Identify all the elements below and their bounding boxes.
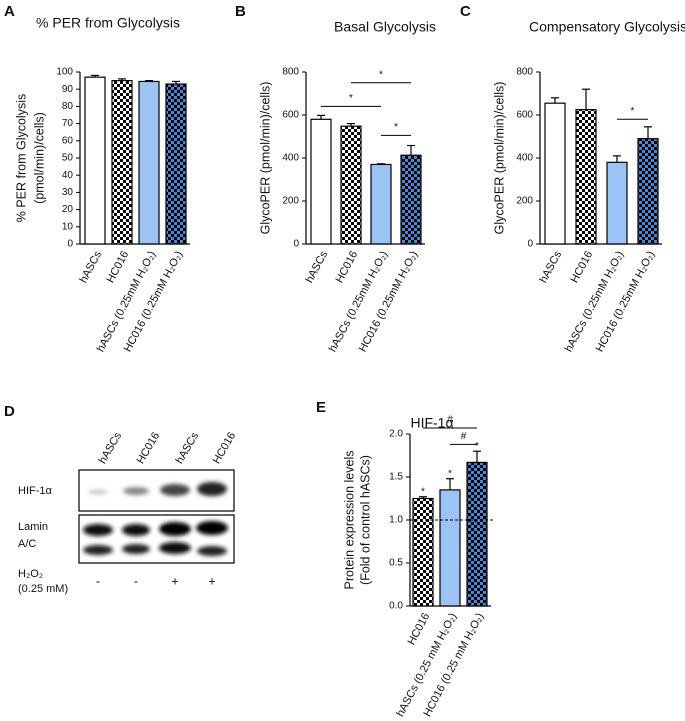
x-tick-label: HC016 [334, 249, 361, 285]
x-tick-label: HC016 (0.25mM H₂O₂) [357, 249, 420, 354]
lane-label: hASCs [97, 430, 125, 466]
y-axis-label: Protein expression levels [342, 451, 356, 590]
panel-letter: A [4, 3, 15, 20]
significance-label: * [631, 106, 635, 117]
y-tick-label: 30 [62, 187, 74, 198]
y-tick-label: 100 [56, 67, 73, 78]
treatment-label: (0.25 mM) [18, 583, 68, 595]
chart-title: HIF-1α [410, 415, 453, 431]
treatment-sign: + [171, 574, 178, 588]
lane-label: HC016 [135, 430, 163, 466]
y-tick-label: 800 [516, 67, 533, 78]
lamin-bands [83, 521, 228, 556]
hif-bands [88, 482, 227, 496]
bar [544, 102, 566, 245]
treatment-sign: - [96, 574, 100, 588]
bar [84, 76, 106, 245]
x-tick-label: HC016 (0.25mM H₂O₂) [594, 249, 657, 354]
y-tick-label: 0 [527, 239, 533, 250]
y-tick-label: 60 [62, 135, 74, 146]
bar [412, 497, 434, 607]
x-tick-label: HC016 [105, 249, 132, 285]
treatment-sign: - [134, 574, 138, 588]
significance-label: * [379, 69, 383, 80]
y-tick-label: 400 [282, 153, 299, 164]
x-tick-label: hASCs (0.25mM H₂O₂) [563, 249, 626, 354]
y-tick-label: 20 [62, 204, 74, 215]
x-tick-label: hASCs [78, 249, 105, 285]
row-label: A/C [18, 538, 36, 550]
row-label: Lamin [18, 521, 48, 533]
y-tick-label: 0.0 [389, 601, 403, 612]
y-axis-label: (pmol/min)/cells) [32, 112, 46, 204]
y-axis-label: GlycoPER (pmol/min)/cells) [258, 82, 272, 235]
bar-annotation: * [448, 468, 452, 479]
y-tick-label: 50 [62, 153, 74, 164]
y-tick-label: 80 [62, 101, 74, 112]
significance-label: * [349, 93, 353, 104]
y-tick-label: 70 [62, 118, 74, 129]
western-blot [78, 469, 235, 564]
bar [111, 79, 133, 245]
y-axis-label: GlycoPER (pmol/min)/cells) [492, 82, 506, 235]
y-tick-label: 10 [62, 221, 74, 232]
y-tick-label: 200 [516, 196, 533, 207]
y-tick-label: 600 [516, 110, 533, 121]
panel-letter: D [4, 403, 15, 420]
panel-letter: E [316, 399, 326, 416]
x-tick-label: hASCs [538, 249, 565, 285]
bar [138, 80, 160, 245]
bar [575, 109, 597, 245]
chart-title: Basal Glycolysis [334, 19, 436, 35]
y-tick-label: 40 [62, 170, 74, 181]
significance-label: # [447, 415, 453, 426]
bar [466, 461, 488, 607]
y-axis-label: % PER from Glycolysis [14, 94, 28, 223]
bar [310, 118, 332, 245]
y-tick-label: 90 [62, 84, 74, 95]
x-tick-label: hASCs [304, 249, 331, 285]
y-tick-label: 800 [282, 67, 299, 78]
treatment-label: H₂O₂ [18, 568, 43, 580]
bar [370, 163, 392, 245]
treatment-sign: + [208, 574, 215, 588]
bar [606, 161, 628, 245]
chart-title: % PER from Glycolysis [36, 15, 180, 31]
bar [340, 125, 362, 245]
panel-letter: C [460, 3, 471, 20]
y-axis-label: (Fold of control hASCs) [358, 455, 372, 585]
y-tick-label: 0.5 [389, 558, 403, 569]
lane-label: hASCs [174, 430, 202, 466]
row-label: HIF-1α [18, 485, 53, 497]
y-tick-label: 200 [282, 196, 299, 207]
panel-letter: B [235, 3, 246, 20]
bar [165, 83, 187, 245]
bar [439, 489, 461, 607]
bar-annotation: * [421, 486, 425, 497]
y-tick-label: 0 [293, 239, 299, 250]
significance-label: # [461, 431, 467, 442]
y-tick-label: 2.0 [389, 429, 403, 440]
y-tick-label: 400 [516, 153, 533, 164]
lane-label: HC016 [211, 430, 239, 466]
x-tick-label: HC016 [569, 249, 596, 285]
x-tick-label: HC016 [406, 611, 433, 647]
y-tick-label: 1.5 [389, 472, 403, 483]
chart-title: Compensatory Glycolysis [529, 19, 685, 35]
bar [400, 154, 422, 245]
y-tick-label: 0 [67, 239, 73, 250]
y-tick-label: 600 [282, 110, 299, 121]
bar-annotation: * [475, 441, 479, 452]
significance-label: * [394, 122, 398, 133]
y-tick-label: 1.0 [389, 515, 403, 526]
bar [637, 138, 659, 245]
